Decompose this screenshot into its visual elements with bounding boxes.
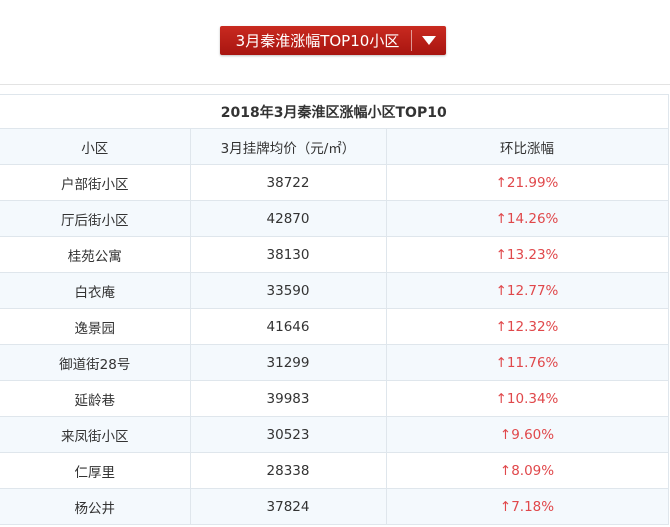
column-header-change: 环比涨幅 — [385, 128, 669, 165]
change-cell: ↑12.77% — [385, 272, 669, 309]
ranking-table: 2018年3月秦淮区涨幅小区TOP10 小区 3月挂牌均价（元/㎡） 环比涨幅 … — [0, 94, 669, 525]
change-cell: ↑7.18% — [385, 488, 669, 525]
change-cell: ↑9.60% — [385, 416, 669, 453]
community-name-cell: 桂苑公寓 — [0, 236, 191, 273]
community-name-cell: 逸景园 — [0, 308, 191, 345]
table-row: 桂苑公寓 38130 ↑13.23% — [0, 236, 669, 273]
community-name-cell: 户部街小区 — [0, 164, 191, 201]
community-name-cell: 来凤街小区 — [0, 416, 191, 453]
change-cell: ↑11.76% — [385, 344, 669, 381]
district-top10-dropdown[interactable]: 3月秦淮涨幅TOP10小区 — [220, 26, 446, 55]
price-cell: 41646 — [189, 308, 387, 345]
community-name-cell: 仁厚里 — [0, 452, 191, 489]
table-row: 杨公井 37824 ↑7.18% — [0, 488, 669, 525]
community-name-cell: 延龄巷 — [0, 380, 191, 417]
table-row: 白衣庵 33590 ↑12.77% — [0, 272, 669, 309]
change-cell: ↑21.99% — [385, 164, 669, 201]
dropdown-label: 3月秦淮涨幅TOP10小区 — [235, 32, 400, 50]
table-row: 逸景园 41646 ↑12.32% — [0, 308, 669, 345]
table-header-row: 小区 3月挂牌均价（元/㎡） 环比涨幅 — [0, 128, 669, 165]
price-cell: 31299 — [189, 344, 387, 381]
price-cell: 33590 — [189, 272, 387, 309]
community-name-cell: 杨公井 — [0, 488, 191, 525]
price-cell: 38722 — [189, 164, 387, 201]
table-row: 厅后街小区 42870 ↑14.26% — [0, 200, 669, 237]
price-cell: 37824 — [189, 488, 387, 525]
community-name-cell: 白衣庵 — [0, 272, 191, 309]
dropdown-divider — [411, 30, 412, 51]
table-row: 户部街小区 38722 ↑21.99% — [0, 164, 669, 201]
table-title: 2018年3月秦淮区涨幅小区TOP10 — [0, 94, 669, 129]
ranking-table-container: 2018年3月秦淮区涨幅小区TOP10 小区 3月挂牌均价（元/㎡） 环比涨幅 … — [0, 94, 669, 525]
community-name-cell: 御道街28号 — [0, 344, 191, 381]
table-row: 来凤街小区 30523 ↑9.60% — [0, 416, 669, 453]
table-row: 御道街28号 31299 ↑11.76% — [0, 344, 669, 381]
change-cell: ↑10.34% — [385, 380, 669, 417]
price-cell: 38130 — [189, 236, 387, 273]
table-title-row: 2018年3月秦淮区涨幅小区TOP10 — [0, 94, 669, 129]
column-header-price: 3月挂牌均价（元/㎡） — [189, 128, 387, 165]
change-cell: ↑8.09% — [385, 452, 669, 489]
table-row: 仁厚里 28338 ↑8.09% — [0, 452, 669, 489]
community-name-cell: 厅后街小区 — [0, 200, 191, 237]
change-cell: ↑13.23% — [385, 236, 669, 273]
price-cell: 30523 — [189, 416, 387, 453]
table-row: 延龄巷 39983 ↑10.34% — [0, 380, 669, 417]
section-divider — [0, 84, 670, 85]
column-header-community: 小区 — [0, 128, 191, 165]
change-cell: ↑12.32% — [385, 308, 669, 345]
price-cell: 39983 — [189, 380, 387, 417]
change-cell: ↑14.26% — [385, 200, 669, 237]
caret-down-icon[interactable] — [412, 26, 446, 55]
price-cell: 28338 — [189, 452, 387, 489]
price-cell: 42870 — [189, 200, 387, 237]
